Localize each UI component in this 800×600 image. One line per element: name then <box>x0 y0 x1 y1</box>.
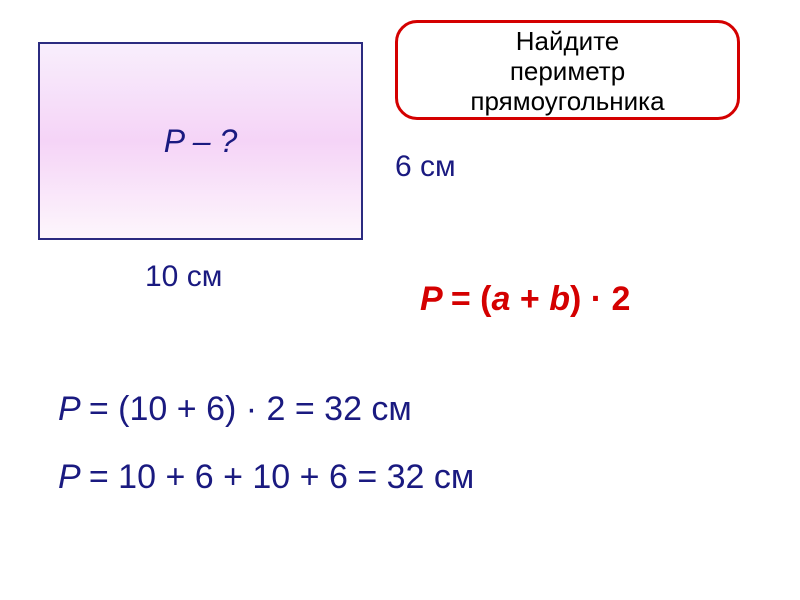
perimeter-rectangle: P – ? <box>38 42 363 240</box>
rect-unknown-label: P – ? <box>164 123 238 160</box>
instruction-line-2: периметр <box>398 57 737 87</box>
calc2-body: = 10 + 6 + 10 + 6 = 32 см <box>89 458 474 496</box>
calculation-method-2: P = 10 + 6 + 10 + 6 = 32 см <box>58 458 474 497</box>
instruction-box: Найдите периметр прямоугольника <box>395 20 740 120</box>
instruction-line-3: прямоугольника <box>398 87 737 117</box>
rectangle-height-label: 6 см <box>395 150 456 184</box>
perimeter-formula: P = (a + b) · 2 <box>420 280 630 319</box>
instruction-line-1: Найдите <box>398 27 737 57</box>
calc1-body: = (10 + 6) · 2 = 32 см <box>89 390 412 428</box>
rectangle-width-label: 10 см <box>145 260 222 294</box>
calculation-method-1: P = (10 + 6) · 2 = 32 см <box>58 390 412 429</box>
